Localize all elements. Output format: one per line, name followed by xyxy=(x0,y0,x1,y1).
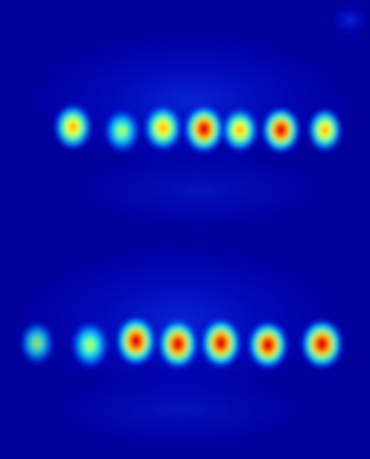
spot xyxy=(247,320,289,370)
spot xyxy=(53,103,93,151)
spot xyxy=(70,320,110,370)
spot xyxy=(103,108,141,154)
spot xyxy=(143,104,183,152)
spot xyxy=(300,318,344,370)
spot xyxy=(157,318,199,370)
fluorescence-image xyxy=(0,0,370,459)
spot xyxy=(19,320,55,366)
spot xyxy=(183,104,225,154)
spot xyxy=(307,107,343,153)
spot xyxy=(200,317,242,369)
spot xyxy=(221,107,259,153)
page xyxy=(0,0,370,459)
spot xyxy=(261,106,301,154)
spot xyxy=(115,315,157,367)
